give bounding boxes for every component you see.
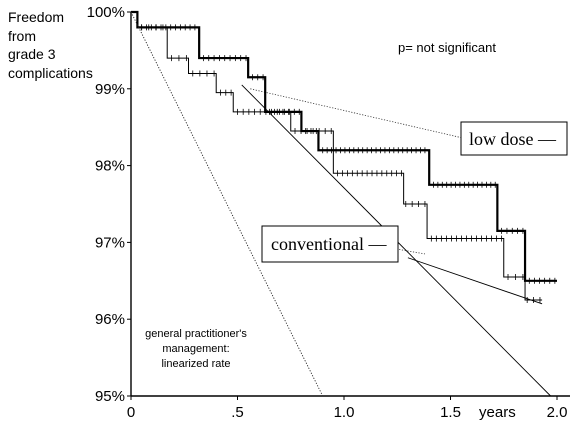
y-tick-label: 99% (95, 81, 125, 98)
legend-box-low-dose (460, 121, 568, 156)
series-conventional (131, 11, 543, 303)
y-tick-label: 100% (87, 4, 125, 21)
ylabel-line-2: from (8, 28, 36, 44)
legend-box-conventional (261, 225, 399, 263)
ylabel-line-3: grade 3 (8, 46, 56, 62)
legend-label-low-dose: low dose — (469, 129, 557, 149)
series-low (131, 10, 557, 284)
y-tick-label: 97% (95, 234, 125, 251)
x-tick-label: 1.0 (334, 404, 355, 421)
x-tick-label: 1.5 (440, 404, 461, 421)
gp-annotation-line-3: linearized rate (161, 358, 230, 370)
x-ticks: 0 .5 1.0 1.5 2.0 years (127, 396, 568, 421)
ylabel-line-4: complications (8, 65, 93, 81)
x-axis-label: years (479, 404, 516, 421)
x-tick-label: .5 (231, 404, 244, 421)
p-value-annotation: p= not significant (398, 40, 496, 55)
x-tick-label: 2.0 (547, 404, 568, 421)
series-low-step-line (131, 10, 557, 282)
y-tick-label: 96% (95, 311, 125, 328)
low-dose-trend-dotted (250, 88, 483, 143)
legend-label-conventional: conventional — (271, 234, 387, 254)
gp-annotation-line-1: general practitioner's (145, 328, 247, 340)
gp-annotation-line-2: management: (162, 343, 229, 355)
series-layer (130, 10, 557, 397)
x-tick-label: 0 (127, 404, 135, 421)
series-conventional-step-line (131, 11, 543, 301)
y-ticks: 100% 99% 98% 97% 96% 95% (87, 4, 131, 405)
y-tick-label: 95% (95, 388, 125, 405)
conventional-pointer-line (407, 257, 543, 305)
y-tick-label: 98% (95, 158, 125, 175)
ylabel-line-1: Freedom (8, 9, 64, 25)
